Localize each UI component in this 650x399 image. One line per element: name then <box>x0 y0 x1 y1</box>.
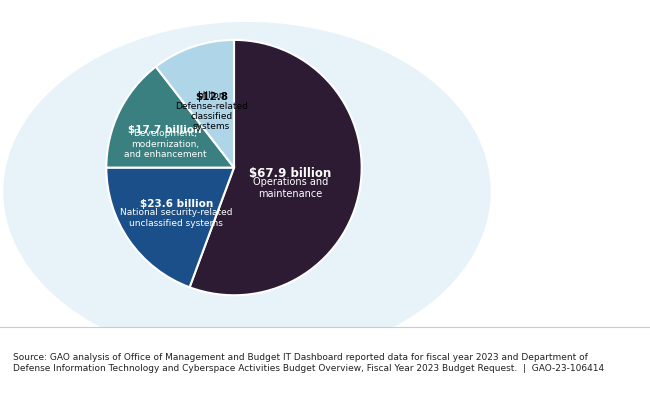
Wedge shape <box>156 40 234 168</box>
Ellipse shape <box>3 22 491 361</box>
Wedge shape <box>107 67 234 168</box>
Text: National security-related
unclassified systems: National security-related unclassified s… <box>120 208 233 227</box>
Text: Operations and
maintenance: Operations and maintenance <box>253 177 328 199</box>
Text: Source: GAO analysis of Office of Management and Budget IT Dashboard reported da: Source: GAO analysis of Office of Manage… <box>13 354 604 373</box>
Wedge shape <box>107 168 234 287</box>
Text: billion
Defense-related
classified
systems: billion Defense-related classified syste… <box>175 91 248 131</box>
Text: $17.7 billion: $17.7 billion <box>129 125 202 135</box>
Text: $23.6 billion: $23.6 billion <box>140 199 213 209</box>
Text: $67.9 billion: $67.9 billion <box>250 168 332 180</box>
Wedge shape <box>190 40 361 295</box>
Text: $12.8: $12.8 <box>195 92 228 102</box>
Text: Development,
modernization,
and enhancement: Development, modernization, and enhancem… <box>124 129 207 159</box>
Bar <box>0 327 650 399</box>
